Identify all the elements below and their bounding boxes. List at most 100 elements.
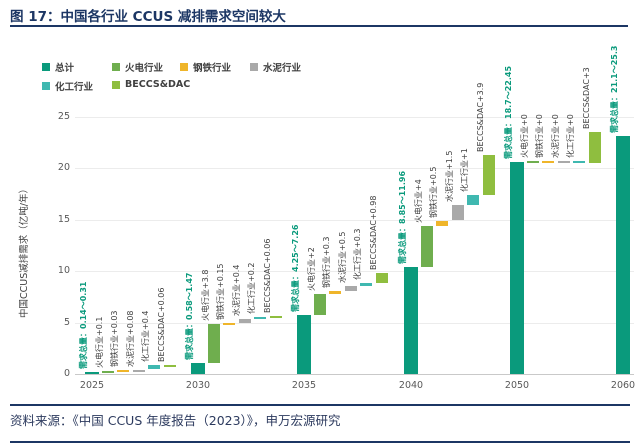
x-tick-label: 2025 [79,380,105,391]
increment-bar-steel-2050 [542,161,554,163]
y-tick-label: 10 [57,265,70,276]
total-bar-2040 [404,267,418,374]
total-value-label: 需求总量：0.58～1.47 [185,272,194,360]
increment-value-label: 钢铁行业+0.03 [110,310,119,367]
x-tick-label: 2030 [185,380,211,391]
source-note: 资料来源：《中国 CCUS 年度报告（2023）》，申万宏源研究 [10,413,341,428]
figure-title: 图 17：中国各行业 CCUS 减排需求空间较大 [10,9,286,25]
increment-bar-cement-2030 [239,319,251,323]
total-bar-2035 [297,315,311,374]
increment-bar-thermal-2040 [421,226,433,267]
increment-bar-chemical-2040 [467,195,479,205]
gridline [75,271,634,272]
increment-bar-chemical-2050 [573,161,585,163]
total-value-label: 需求总量：8.85～11.96 [398,170,407,264]
footer-rule-bottom [10,441,630,443]
legend-item-chemical: 化工行业 [42,79,93,93]
y-tick-label: 25 [57,111,70,122]
increment-value-label: 水泥行业+1.5 [445,150,454,202]
total-value-label: 需求总量：18.7～22.45 [504,65,513,159]
legend-item-cement: 水泥行业 [250,60,301,74]
total-value-label: 需求总量：21.1～25.3 [610,45,619,133]
total-bar-2030 [191,363,205,374]
x-axis-line [75,374,634,375]
legend-item-thermal: 火电行业 [112,60,163,74]
increment-bar-beccs-2035 [376,273,388,283]
total-bar-2025 [85,372,99,374]
increment-value-label: 水泥行业+0.5 [338,231,347,283]
legend-item-beccs: BECCS&DAC [112,79,190,90]
increment-value-label: 钢铁行业+0.15 [216,263,225,320]
x-tick-label: 2035 [291,380,317,391]
gridline [75,220,634,221]
increment-value-label: 火电行业+0 [520,114,529,158]
legend-label: 总计 [55,63,75,74]
increment-bar-cement-2035 [345,286,357,291]
increment-value-label: BECCS&DAC+0.06 [263,238,272,313]
increment-value-label: BECCS&DAC+0.98 [369,195,378,270]
x-tick-label: 2060 [610,380,636,391]
increment-bar-steel-2040 [436,221,448,226]
legend-swatch-cement [250,63,258,71]
legend-swatch-steel [180,63,188,71]
increment-value-label: 火电行业+4 [414,179,423,223]
legend-label: 火电行业 [125,63,164,74]
increment-bar-thermal-2025 [102,371,114,373]
gridline [75,168,634,169]
increment-bar-beccs-2025 [164,365,176,367]
increment-bar-steel-2025 [117,370,129,372]
gridline [75,323,634,324]
increment-bar-thermal-2035 [314,294,326,315]
increment-value-label: 火电行业+0.1 [95,316,104,368]
legend-swatch-beccs [112,80,120,89]
increment-bar-steel-2030 [223,323,235,325]
y-tick-label: 20 [57,162,70,173]
total-bar-2060 [616,136,630,374]
increment-value-label: 水泥行业+0.4 [232,264,241,316]
increment-value-label: 火电行业+2 [307,247,316,291]
increment-value-label: 钢铁行业+0.3 [322,236,331,288]
increment-bar-chemical-2030 [254,317,266,319]
x-tick-label: 2040 [398,380,424,391]
y-tick-label: 5 [63,317,70,328]
y-tick-label: 15 [57,214,70,225]
increment-value-label: BECCS&DAC+3.9 [476,82,485,152]
increment-value-label: 化工行业+0.4 [141,310,150,362]
total-value-label: 需求总量：4.25～7.26 [291,224,300,312]
increment-bar-steel-2035 [329,291,341,294]
increment-value-label: 水泥行业+0.08 [126,310,135,367]
legend-swatch-total [42,63,50,71]
y-tick-label: 0 [63,368,70,379]
increment-bar-beccs-2030 [270,316,282,318]
increment-bar-chemical-2025 [148,365,160,369]
y-axis-title: 中国CCUS减排需求（亿吨/年） [19,184,30,318]
increment-value-label: 水泥行业+0 [551,114,560,158]
legend-swatch-thermal [112,63,120,71]
total-value-label: 需求总量：0.14～0.31 [79,281,88,369]
increment-value-label: BECCS&DAC+3 [582,67,591,129]
increment-value-label: 钢铁行业+0 [535,114,544,158]
legend-swatch-chemical [42,82,50,90]
increment-value-label: 化工行业+0 [566,114,575,158]
increment-value-label: 火电行业+3.8 [201,269,210,321]
legend-item-steel: 钢铁行业 [180,60,231,74]
legend-item-total: 总计 [42,60,74,74]
increment-bar-cement-2050 [558,161,570,163]
increment-bar-beccs-2050 [589,132,601,163]
increment-value-label: BECCS&DAC+0.06 [157,287,166,362]
increment-bar-thermal-2050 [527,161,539,163]
increment-bar-cement-2040 [452,205,464,220]
title-rule [10,25,628,27]
legend-label: 钢铁行业 [193,63,232,74]
increment-value-label: 化工行业+0.3 [353,228,362,280]
legend-label: BECCS&DAC [125,79,191,90]
x-tick-label: 2050 [504,380,530,391]
total-bar-2050 [510,162,524,374]
legend-label: 化工行业 [55,82,94,93]
increment-value-label: 钢铁行业+0.5 [429,166,438,218]
increment-bar-thermal-2030 [208,324,220,363]
increment-value-label: 化工行业+1 [460,148,469,192]
gridline [75,117,634,118]
